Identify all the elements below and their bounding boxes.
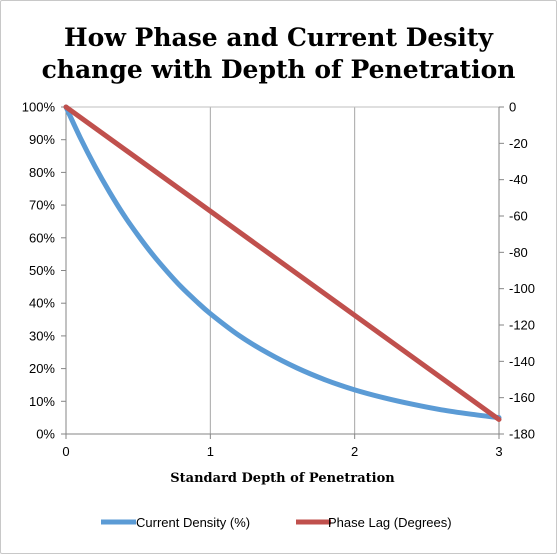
y-tick-label-left: 30%	[29, 328, 55, 343]
y-tick-label-left: 0%	[36, 427, 55, 442]
y-tick-label-left: 70%	[29, 198, 55, 213]
y-tick-label-left: 10%	[29, 394, 55, 409]
y-tick-label-right: -40	[509, 172, 528, 187]
chart-title-line-2: change with Depth of Penetration	[41, 55, 516, 84]
x-tick-label: 3	[495, 444, 502, 459]
x-tick-label: 0	[62, 444, 69, 459]
y-tick-label-left: 100%	[22, 100, 56, 115]
legend-label-phase-lag: Phase Lag (Degrees)	[328, 515, 452, 530]
y-tick-label-left: 20%	[29, 361, 55, 376]
x-tick-label: 1	[207, 444, 214, 459]
y-tick-label-right: 0	[509, 100, 516, 115]
y-tick-label-right: -100	[509, 281, 535, 296]
y-tick-label-right: -140	[509, 354, 535, 369]
y-tick-label-right: -80	[509, 245, 528, 260]
y-tick-label-right: -20	[509, 136, 528, 151]
y-tick-label-left: 80%	[29, 165, 55, 180]
y-tick-label-right: -160	[509, 390, 535, 405]
y-tick-label-right: -180	[509, 427, 535, 442]
y-tick-label-right: -120	[509, 318, 535, 333]
chart-title-line-1: How Phase and Current Desity	[64, 23, 493, 52]
y-tick-label-left: 40%	[29, 296, 55, 311]
y-tick-label-left: 50%	[29, 263, 55, 278]
y-tick-label-left: 90%	[29, 132, 55, 147]
x-tick-label: 2	[351, 444, 358, 459]
y-tick-label-right: -60	[509, 209, 528, 224]
legend-label-current-density: Current Density (%)	[136, 515, 250, 530]
y-tick-label-left: 60%	[29, 230, 55, 245]
series-line-phase-lag	[63, 104, 502, 422]
x-axis-label: Standard Depth of Penetration	[170, 471, 395, 486]
series-line-current-density	[63, 104, 502, 421]
